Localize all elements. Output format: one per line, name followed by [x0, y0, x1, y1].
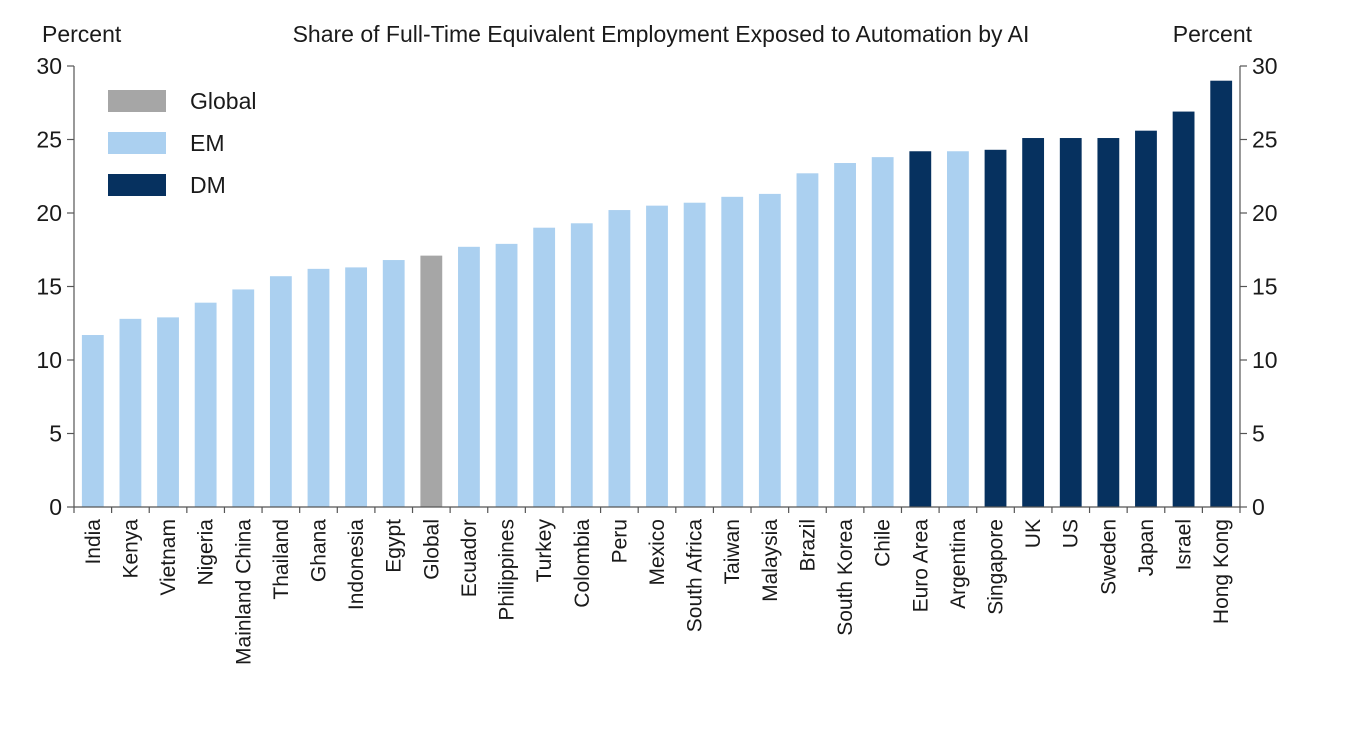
x-label-ghana: Ghana	[307, 519, 330, 582]
right-y-tick-label: 15	[1252, 274, 1278, 300]
bar-mexico	[646, 205, 668, 507]
bar-south-africa	[683, 202, 706, 507]
x-label-south-africa: South Africa	[684, 519, 707, 633]
bar-egypt	[382, 260, 405, 507]
x-label-global: Global	[420, 519, 443, 580]
x-label-singapore: Singapore	[985, 519, 1008, 615]
bar-thailand	[269, 276, 292, 507]
bar-vietnam	[157, 317, 179, 507]
bar-hong-kong	[1210, 80, 1233, 507]
left-axis-unit-label: Percent	[42, 21, 122, 47]
x-label-colombia: Colombia	[571, 519, 594, 608]
x-label-chile: Chile	[872, 519, 895, 567]
legend-swatch-dm	[108, 174, 166, 196]
x-label-euro-area: Euro Area	[909, 519, 932, 613]
x-label-taiwan: Taiwan	[721, 519, 744, 584]
bar-india	[81, 335, 104, 507]
right-y-tick-label: 25	[1252, 127, 1278, 153]
bar-mainland-china	[232, 289, 255, 507]
x-label-ecuador: Ecuador	[458, 519, 481, 597]
x-label-mexico: Mexico	[646, 519, 669, 586]
legend: Global EM DM	[108, 88, 256, 198]
x-label-philippines: Philippines	[496, 519, 519, 621]
x-label-peru: Peru	[608, 519, 631, 563]
bar-us	[1059, 138, 1082, 507]
chart-title: Share of Full-Time Equivalent Employment…	[293, 21, 1030, 47]
legend-swatch-global	[108, 90, 166, 112]
x-label-thailand: Thailand	[270, 519, 293, 600]
left-y-tick-label: 15	[36, 274, 62, 300]
bar-brazil	[796, 173, 819, 507]
legend-label-em: EM	[190, 130, 225, 156]
right-y-tick-label: 5	[1252, 421, 1265, 447]
left-y-tick-label: 20	[36, 200, 62, 226]
x-label-vietnam: Vietnam	[157, 519, 180, 596]
x-label-mainland-china: Mainland China	[232, 519, 255, 665]
bar-turkey	[533, 227, 556, 507]
right-y-tick-label: 0	[1252, 494, 1265, 520]
x-label-malaysia: Malaysia	[759, 519, 782, 602]
bar-sweden	[1097, 138, 1120, 507]
left-y-tick-label: 5	[49, 421, 62, 447]
bar-global	[420, 255, 443, 507]
x-label-egypt: Egypt	[383, 519, 406, 573]
bar-japan	[1135, 130, 1157, 507]
x-label-india: India	[82, 519, 105, 565]
x-label-brazil: Brazil	[796, 519, 819, 572]
x-label-sweden: Sweden	[1097, 519, 1120, 595]
bar-chile	[871, 157, 894, 507]
legend-label-dm: DM	[190, 172, 226, 198]
right-y-tick-label: 30	[1252, 53, 1278, 79]
bar-ghana	[307, 268, 330, 507]
bar-malaysia	[758, 193, 781, 507]
x-label-nigeria: Nigeria	[195, 519, 218, 586]
bar-peru	[608, 210, 631, 507]
left-y-tick-label: 0	[49, 494, 62, 520]
bar-euro-area	[909, 151, 932, 507]
right-axis-unit-label: Percent	[1173, 21, 1253, 47]
bar-indonesia	[345, 267, 368, 507]
bar-kenya	[119, 318, 142, 507]
x-axis-category-labels: India Kenya Vietnam Nigeria Mainland China Th…	[82, 519, 1233, 665]
right-y-tick-label: 20	[1252, 200, 1278, 226]
bar-philippines	[495, 243, 518, 507]
legend-swatch-em	[108, 132, 166, 154]
x-label-israel: Israel	[1173, 519, 1196, 570]
right-y-axis-ticks: 0 5 10 15 20 25 30	[1240, 53, 1278, 520]
bar-israel	[1172, 111, 1195, 507]
x-label-south-korea: South Korea	[834, 519, 857, 636]
x-label-us: US	[1060, 519, 1083, 548]
left-y-tick-label: 10	[36, 347, 62, 373]
legend-label-global: Global	[190, 88, 256, 114]
x-label-hong-kong: Hong Kong	[1210, 519, 1233, 624]
bar-nigeria	[194, 302, 217, 507]
x-label-uk: UK	[1022, 519, 1045, 548]
left-y-axis-ticks: 0 5 10 15 20 25 30	[36, 53, 74, 520]
bar-uk	[1022, 138, 1045, 507]
right-y-tick-label: 10	[1252, 347, 1278, 373]
bar-south-korea	[834, 163, 856, 507]
x-label-japan: Japan	[1135, 519, 1158, 576]
x-label-argentina: Argentina	[947, 519, 970, 609]
left-y-tick-label: 25	[36, 127, 62, 153]
bars-group	[81, 80, 1233, 508]
bar-taiwan	[721, 196, 744, 507]
x-label-kenya: Kenya	[119, 519, 142, 579]
x-label-indonesia: Indonesia	[345, 519, 368, 610]
bar-ecuador	[458, 246, 480, 507]
bar-colombia	[570, 223, 593, 508]
bar-singapore	[984, 149, 1007, 508]
left-y-tick-label: 30	[36, 53, 62, 79]
x-label-turkey: Turkey	[533, 519, 556, 583]
bar-argentina	[947, 151, 969, 507]
